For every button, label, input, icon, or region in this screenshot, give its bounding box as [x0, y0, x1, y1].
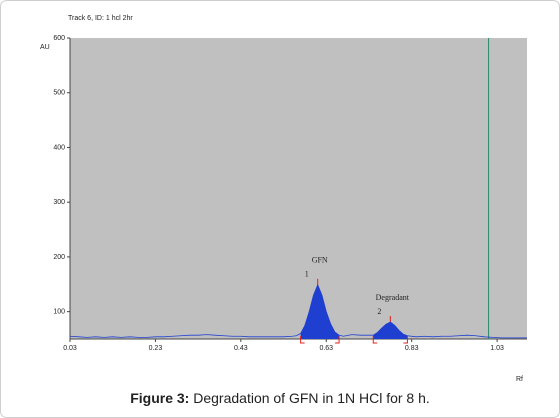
y-tick-label: 400	[53, 144, 65, 151]
x-tick-label: 0.23	[149, 345, 163, 352]
x-tick-label: 0.63	[319, 345, 333, 352]
peak-label: GFN	[312, 256, 328, 265]
caption-label: Figure 3:	[130, 390, 189, 406]
caption: Figure 3: Degradation of GFN in 1N HCl f…	[130, 390, 430, 406]
caption-text: Degradation of GFN in 1N HCl for 8 h.	[193, 390, 430, 406]
x-tick-label: 0.83	[405, 345, 419, 352]
peak-label: Degradant	[376, 293, 410, 302]
y-axis-label: AU	[40, 44, 50, 51]
y-tick-label: 600	[53, 35, 65, 42]
chart-title: Track 6, ID: 1 hcl 2hr	[68, 15, 133, 22]
y-tick-label: 500	[53, 90, 65, 97]
x-tick-label: 0.03	[63, 345, 77, 352]
y-tick-label: 300	[53, 199, 65, 206]
peak-number: 1	[305, 270, 309, 279]
peak-area	[373, 322, 408, 339]
trace	[69, 283, 527, 339]
peak-area	[300, 284, 340, 339]
x-tick-label: 0.43	[234, 345, 248, 352]
peak-number: 2	[377, 307, 381, 316]
y-tick-label: 200	[53, 254, 65, 261]
x-tick-label: 1.03	[490, 345, 504, 352]
x-axis-label: Rf	[516, 376, 523, 383]
peak-bound	[335, 336, 340, 344]
peak-bound	[300, 336, 305, 344]
plot-area	[70, 38, 527, 339]
y-tick-label: 100	[53, 308, 65, 315]
peak-bound	[372, 336, 378, 344]
peak-bound	[403, 336, 408, 344]
